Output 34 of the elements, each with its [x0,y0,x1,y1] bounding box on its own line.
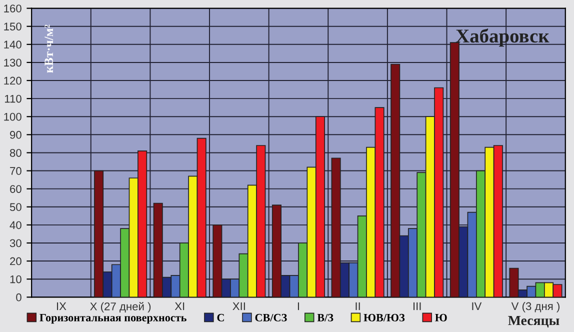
y-tick-label: 0 [16,293,22,302]
y-tick-label: 80 [10,148,22,157]
x-tick-label: II [356,302,360,310]
x-tick-label: IX [57,302,66,310]
y-tick-label: 50 [10,203,22,212]
y-tick-label: 160 [4,4,22,12]
y-tick-label: 40 [10,221,22,230]
x-tick-label: III [414,302,421,310]
x-tick-label: XI [174,302,184,310]
y-tick-label: 30 [10,239,22,248]
y-tick-label: 60 [10,185,22,193]
y-tick-label: 70 [10,167,22,175]
y-tick-label: 90 [10,130,22,139]
y-tick-label: 130 [4,58,22,67]
legend-label: СВ/СЗ [255,314,287,322]
legend-label: В/З [317,314,334,322]
x-tick-label: IV [472,302,482,310]
y-tick-label: 150 [4,22,22,30]
y-tick-label: 120 [4,76,22,85]
y-tick-label: 110 [4,94,22,103]
y-axis-title: кВт·ч/м² [44,24,54,73]
y-tick-label: 100 [4,112,22,121]
legend-label: Горизонтальная поверхность [40,314,186,324]
legend-label: Ю [435,314,447,322]
x-tick-label: X (27 дней ) [90,302,151,313]
legend-label: С [217,314,224,322]
y-tick-label: 20 [10,257,22,266]
x-tick-label: XII [232,302,245,310]
y-tick-label: 10 [10,275,22,284]
legend-label: ЮВ/ЮЗ [364,314,405,322]
x-tick-label: V (3 дня ) [511,302,560,312]
y-tick-label: 140 [4,40,22,49]
x-axis-title: Месяцы [508,316,560,328]
x-tick-label: I [298,302,299,310]
